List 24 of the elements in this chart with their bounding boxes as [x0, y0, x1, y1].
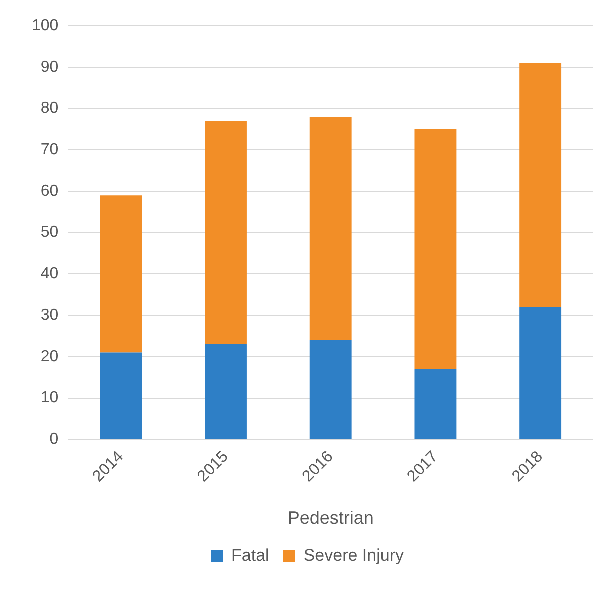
bar [100, 352, 142, 440]
bar [520, 307, 562, 440]
bar [414, 129, 457, 370]
y-tick-label: 70 [40, 142, 59, 159]
bar [310, 117, 352, 340]
y-tick-label: 100 [32, 17, 59, 34]
y-tick-label: 20 [40, 348, 59, 366]
y-tick-label: 80 [40, 100, 59, 118]
y-tick-label: 10 [40, 390, 59, 407]
bar [100, 196, 142, 353]
y-tick-label: 50 [40, 224, 59, 242]
legend-label: Fatal [232, 546, 270, 566]
bar [414, 369, 457, 440]
bar [205, 344, 247, 440]
bar [205, 121, 247, 345]
y-tick-label: 60 [40, 182, 59, 200]
bar [310, 340, 352, 440]
x-axis-title: Pedestrian [288, 508, 374, 528]
y-tick-label: 0 [50, 431, 59, 448]
legend-label: Severe Injury [304, 546, 404, 566]
y-tick-label: 30 [40, 306, 59, 324]
y-tick-label: 40 [40, 266, 59, 283]
y-tick-label: 90 [40, 58, 59, 76]
bar [520, 63, 562, 308]
